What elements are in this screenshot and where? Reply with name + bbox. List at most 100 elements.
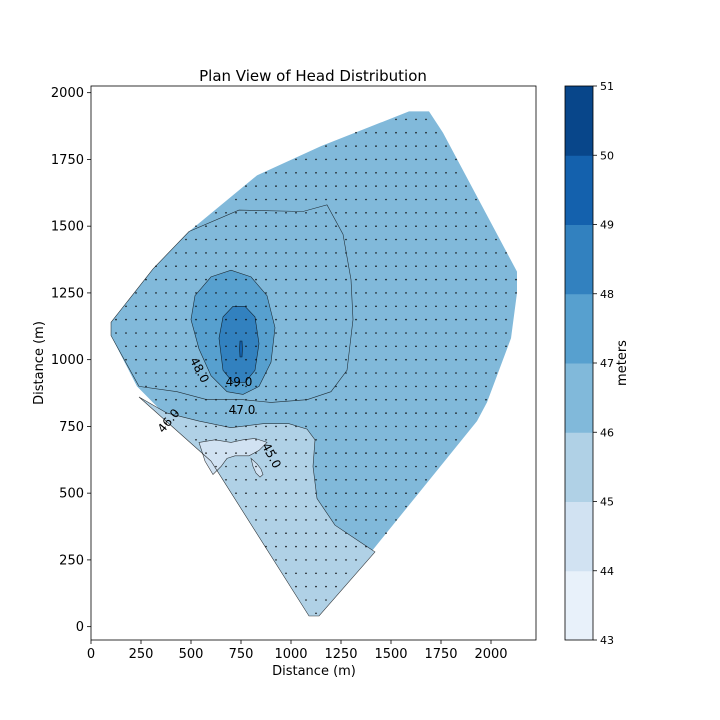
grid-node [415, 265, 417, 268]
grid-node [155, 372, 157, 374]
grid-node [465, 278, 467, 281]
grid-node [195, 385, 197, 388]
grid-node [415, 158, 417, 161]
grid-node [435, 278, 437, 281]
grid-node [435, 292, 437, 294]
grid-node [315, 172, 317, 174]
grid-node [345, 198, 347, 201]
grid-node [395, 332, 397, 334]
grid-node [335, 145, 337, 147]
grid-node [455, 212, 457, 214]
grid-node [515, 278, 517, 281]
grid-node [315, 185, 317, 187]
grid-node [385, 479, 387, 481]
grid-node [455, 439, 457, 441]
grid-node [315, 358, 317, 361]
grid-node [415, 145, 417, 147]
grid-node [195, 345, 197, 348]
grid-node [455, 198, 457, 201]
grid-node [335, 465, 337, 468]
grid-node [435, 439, 437, 441]
grid-node [165, 292, 167, 294]
grid-node [445, 425, 447, 428]
grid-node [325, 532, 327, 534]
grid-node [305, 185, 307, 187]
grid-node [235, 278, 237, 281]
grid-node [415, 172, 417, 174]
y-tick-label: 1250 [51, 286, 84, 301]
grid-node [235, 332, 237, 334]
grid-node [265, 492, 267, 495]
grid-node [475, 292, 477, 294]
grid-node [265, 412, 267, 414]
grid-node [355, 131, 357, 134]
grid-node [275, 172, 277, 174]
grid-node [125, 345, 127, 348]
grid-node [335, 559, 337, 561]
grid-node [425, 185, 427, 187]
grid-node [365, 292, 367, 294]
grid-node [285, 225, 287, 227]
grid-node [475, 212, 477, 214]
grid-node [495, 358, 497, 361]
y-axis: 0 250 500 750 1000 1250 1500 1750 2000 [51, 86, 91, 635]
grid-node [425, 265, 427, 268]
grid-node [305, 358, 307, 361]
grid-node [335, 332, 337, 334]
grid-node [325, 318, 327, 321]
grid-node [275, 345, 277, 348]
grid-node [345, 398, 347, 401]
grid-node [455, 158, 457, 161]
grid-node [295, 225, 297, 227]
grid-node [415, 185, 417, 187]
grid-node [345, 439, 347, 441]
grid-node [325, 265, 327, 268]
grid-node [245, 278, 247, 281]
grid-node [325, 185, 327, 187]
grid-node [395, 465, 397, 468]
grid-node [215, 318, 217, 321]
y-tick-label: 500 [59, 487, 84, 502]
grid-node [275, 292, 277, 294]
colorbar-tick-label: 51 [600, 80, 614, 93]
grid-node [425, 252, 427, 254]
grid-node [355, 332, 357, 334]
grid-node [445, 172, 447, 174]
grid-node [415, 238, 417, 241]
grid-node [195, 278, 197, 281]
grid-node [505, 318, 507, 321]
grid-node [295, 519, 297, 521]
grid-node [235, 292, 237, 294]
grid-node [425, 198, 427, 201]
grid-node [495, 265, 497, 268]
grid-node [295, 238, 297, 241]
grid-node [465, 372, 467, 374]
grid-node [305, 385, 307, 388]
grid-node [355, 238, 357, 241]
grid-node [385, 185, 387, 187]
grid-node [295, 372, 297, 374]
grid-node [315, 318, 317, 321]
grid-node [405, 439, 407, 441]
grid-node [375, 145, 377, 147]
grid-node [455, 412, 457, 414]
grid-node [205, 225, 207, 227]
contour-line-45 [138, 396, 376, 617]
grid-node [335, 185, 337, 187]
grid-node [255, 278, 257, 281]
grid-node [245, 212, 247, 214]
grid-node [465, 332, 467, 334]
grid-node [455, 385, 457, 388]
grid-node [355, 412, 357, 414]
grid-node [345, 225, 347, 227]
grid-node [255, 345, 257, 348]
grid-node [325, 332, 327, 334]
grid-node [355, 465, 357, 468]
grid-node [285, 519, 287, 521]
grid-node [225, 452, 227, 454]
grid-node [315, 519, 317, 521]
grid-node [365, 545, 367, 548]
grid-node [425, 439, 427, 441]
grid-node [145, 318, 147, 321]
grid-node [425, 372, 427, 374]
